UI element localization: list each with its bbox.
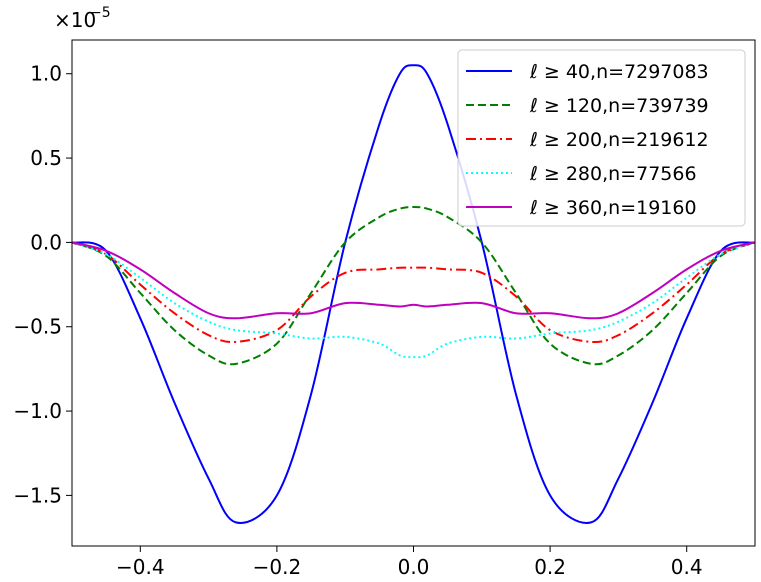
legend-label-5: ℓ ≥ 360,n=19160 <box>529 197 697 219</box>
x-tick-label: 0.2 <box>534 555 566 579</box>
series-line-5 <box>71 241 756 320</box>
y-tick-label: −1.5 <box>13 483 62 507</box>
y-axis-offset-label: ×10 −5 <box>54 5 111 32</box>
y-offset-base: ×10 <box>54 8 96 32</box>
ticks-layer: −0.4 −0.2 0.0 0.2 0.4 1.0 0.5 0.0 −0.5 −1.0 −1.5 <box>13 62 702 579</box>
y-tick-label: 0.5 <box>30 146 62 170</box>
legend-box <box>457 49 746 227</box>
series-line-1 <box>71 64 756 524</box>
series-line-4 <box>71 241 756 359</box>
legend-label-2: ℓ ≥ 120,n=739739 <box>529 95 709 117</box>
y-tick-label: 0.0 <box>30 230 62 254</box>
y-offset-exponent: −5 <box>90 5 111 21</box>
legend-label-4: ℓ ≥ 280,n=77566 <box>529 163 697 185</box>
y-tick-label: −1.0 <box>13 399 62 423</box>
legend: ℓ ≥ 40,n=7297083 ℓ ≥ 120,n=739739 ℓ ≥ 200,… <box>457 49 746 227</box>
legend-label-3: ℓ ≥ 200,n=219612 <box>529 129 709 151</box>
legend-label-1: ℓ ≥ 40,n=7297083 <box>529 61 709 83</box>
x-tick-label: 0.0 <box>398 555 430 579</box>
x-tick-label: −0.2 <box>253 555 302 579</box>
series-line-2 <box>71 205 756 366</box>
y-tick-label: −0.5 <box>13 315 62 339</box>
lines-layer <box>71 64 756 524</box>
x-tick-label: −0.4 <box>116 555 165 579</box>
x-tick-label: 0.4 <box>671 555 703 579</box>
y-tick-label: 1.0 <box>30 62 62 86</box>
